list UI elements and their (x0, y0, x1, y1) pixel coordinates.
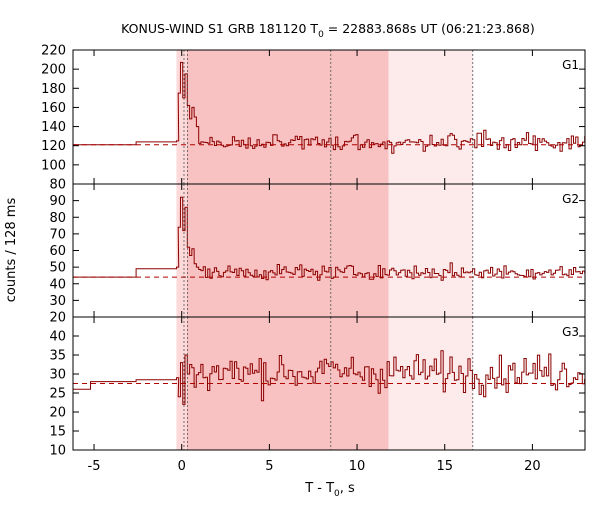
y-axis-title: counts / 128 ms (4, 198, 19, 303)
xlabel-rest: , s (340, 481, 355, 496)
panel-frame (72, 316, 586, 451)
x-tick-label: 20 (524, 459, 541, 474)
y-tick-label: 15 (49, 425, 66, 440)
xlabel-subscript: 0 (334, 489, 340, 499)
y-tick-label: 160 (41, 101, 66, 116)
y-tick-label: 140 (41, 120, 66, 135)
y-tick-label: 200 (41, 63, 66, 78)
xlabel-main: T - T (304, 481, 334, 496)
y-tick-label: 40 (49, 277, 66, 292)
panel-label: G3 (562, 325, 579, 339)
chart-title: KONUS-WIND S1 GRB 181120 T0 = 22883.868s… (121, 21, 535, 40)
y-tick-label: 30 (49, 368, 66, 383)
y-tick-label: 80 (49, 211, 66, 226)
x-tick-label: 10 (349, 459, 366, 474)
y-tick-label: 120 (41, 139, 66, 154)
y-tick-label: 50 (49, 261, 66, 276)
title-main: KONUS-WIND S1 GRB 181120 T (121, 21, 318, 36)
x-tick-label: -5 (88, 459, 101, 474)
y-tick-label: 100 (41, 158, 66, 173)
x-axis-title: T - T0, s (304, 481, 355, 499)
lightcurve-g2 (73, 196, 586, 281)
shaded-interval-1 (186, 50, 389, 450)
title-rest: = 22883.868s UT (06:21:23.868) (324, 21, 535, 36)
y-tick-label: 40 (49, 330, 66, 345)
shaded-interval-2 (388, 50, 473, 450)
y-tick-label: 10 (49, 444, 66, 459)
y-tick-label: 80 (49, 178, 66, 193)
x-tick-label: 15 (436, 459, 453, 474)
y-tick-label: 30 (49, 294, 66, 309)
panels-group: 80100120140160180200220G1203040506070809… (41, 44, 586, 474)
y-tick-label: 180 (41, 82, 66, 97)
lightcurve-g3 (73, 350, 586, 405)
panel-label: G1 (562, 58, 579, 72)
panel-label: G2 (562, 192, 579, 206)
lightcurve-g1 (73, 61, 586, 154)
y-tick-label: 60 (49, 244, 66, 259)
y-tick-label: 90 (49, 194, 66, 209)
x-tick-label: 0 (178, 459, 186, 474)
y-tick-label: 35 (49, 349, 66, 364)
panel-g3: 10 15 20 25 30 35 40 G3 (49, 316, 586, 459)
y-tick-label: 20 (49, 311, 66, 326)
title-subscript: 0 (318, 30, 324, 40)
y-tick-label: 220 (41, 44, 66, 59)
panel-g1: 80 100 120 140 160 180 200 220 G1 (41, 44, 586, 193)
y-tick-label: 25 (49, 387, 66, 402)
x-tick-label: 5 (265, 459, 273, 474)
y-tick-label: 20 (49, 406, 66, 421)
y-tick-label: 70 (49, 227, 66, 242)
